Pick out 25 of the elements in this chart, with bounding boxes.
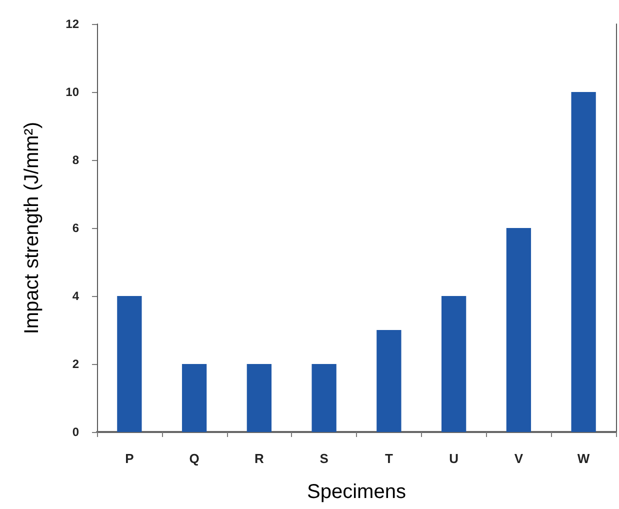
x-tick-label: U — [449, 451, 459, 466]
y-tick-label: 12 — [66, 17, 80, 31]
bar — [246, 364, 272, 432]
bar — [376, 330, 402, 432]
y-tick-label: 10 — [66, 85, 80, 99]
y-tick-label: 8 — [72, 153, 80, 167]
x-tick-label: T — [384, 451, 393, 466]
y-tick-label: 0 — [72, 425, 80, 439]
bar — [571, 92, 596, 432]
x-tick-label: Q — [189, 451, 200, 466]
x-tick-label: R — [254, 451, 264, 466]
bar — [117, 296, 142, 432]
x-tick-label: W — [577, 451, 590, 466]
y-tick-label: 6 — [72, 221, 80, 235]
bar — [441, 296, 466, 432]
y-axis-title: Impact strength (J/mm²) — [21, 122, 43, 334]
x-axis-title: Specimens — [307, 481, 406, 503]
x-tick-label: S — [320, 451, 329, 466]
y-tick-label: 2 — [72, 357, 80, 371]
y-tick-label: 4 — [72, 289, 80, 303]
x-tick-label: V — [514, 451, 524, 466]
x-tick-label: P — [125, 451, 134, 466]
bar — [312, 364, 336, 432]
bar — [506, 228, 532, 432]
bar — [182, 364, 207, 432]
